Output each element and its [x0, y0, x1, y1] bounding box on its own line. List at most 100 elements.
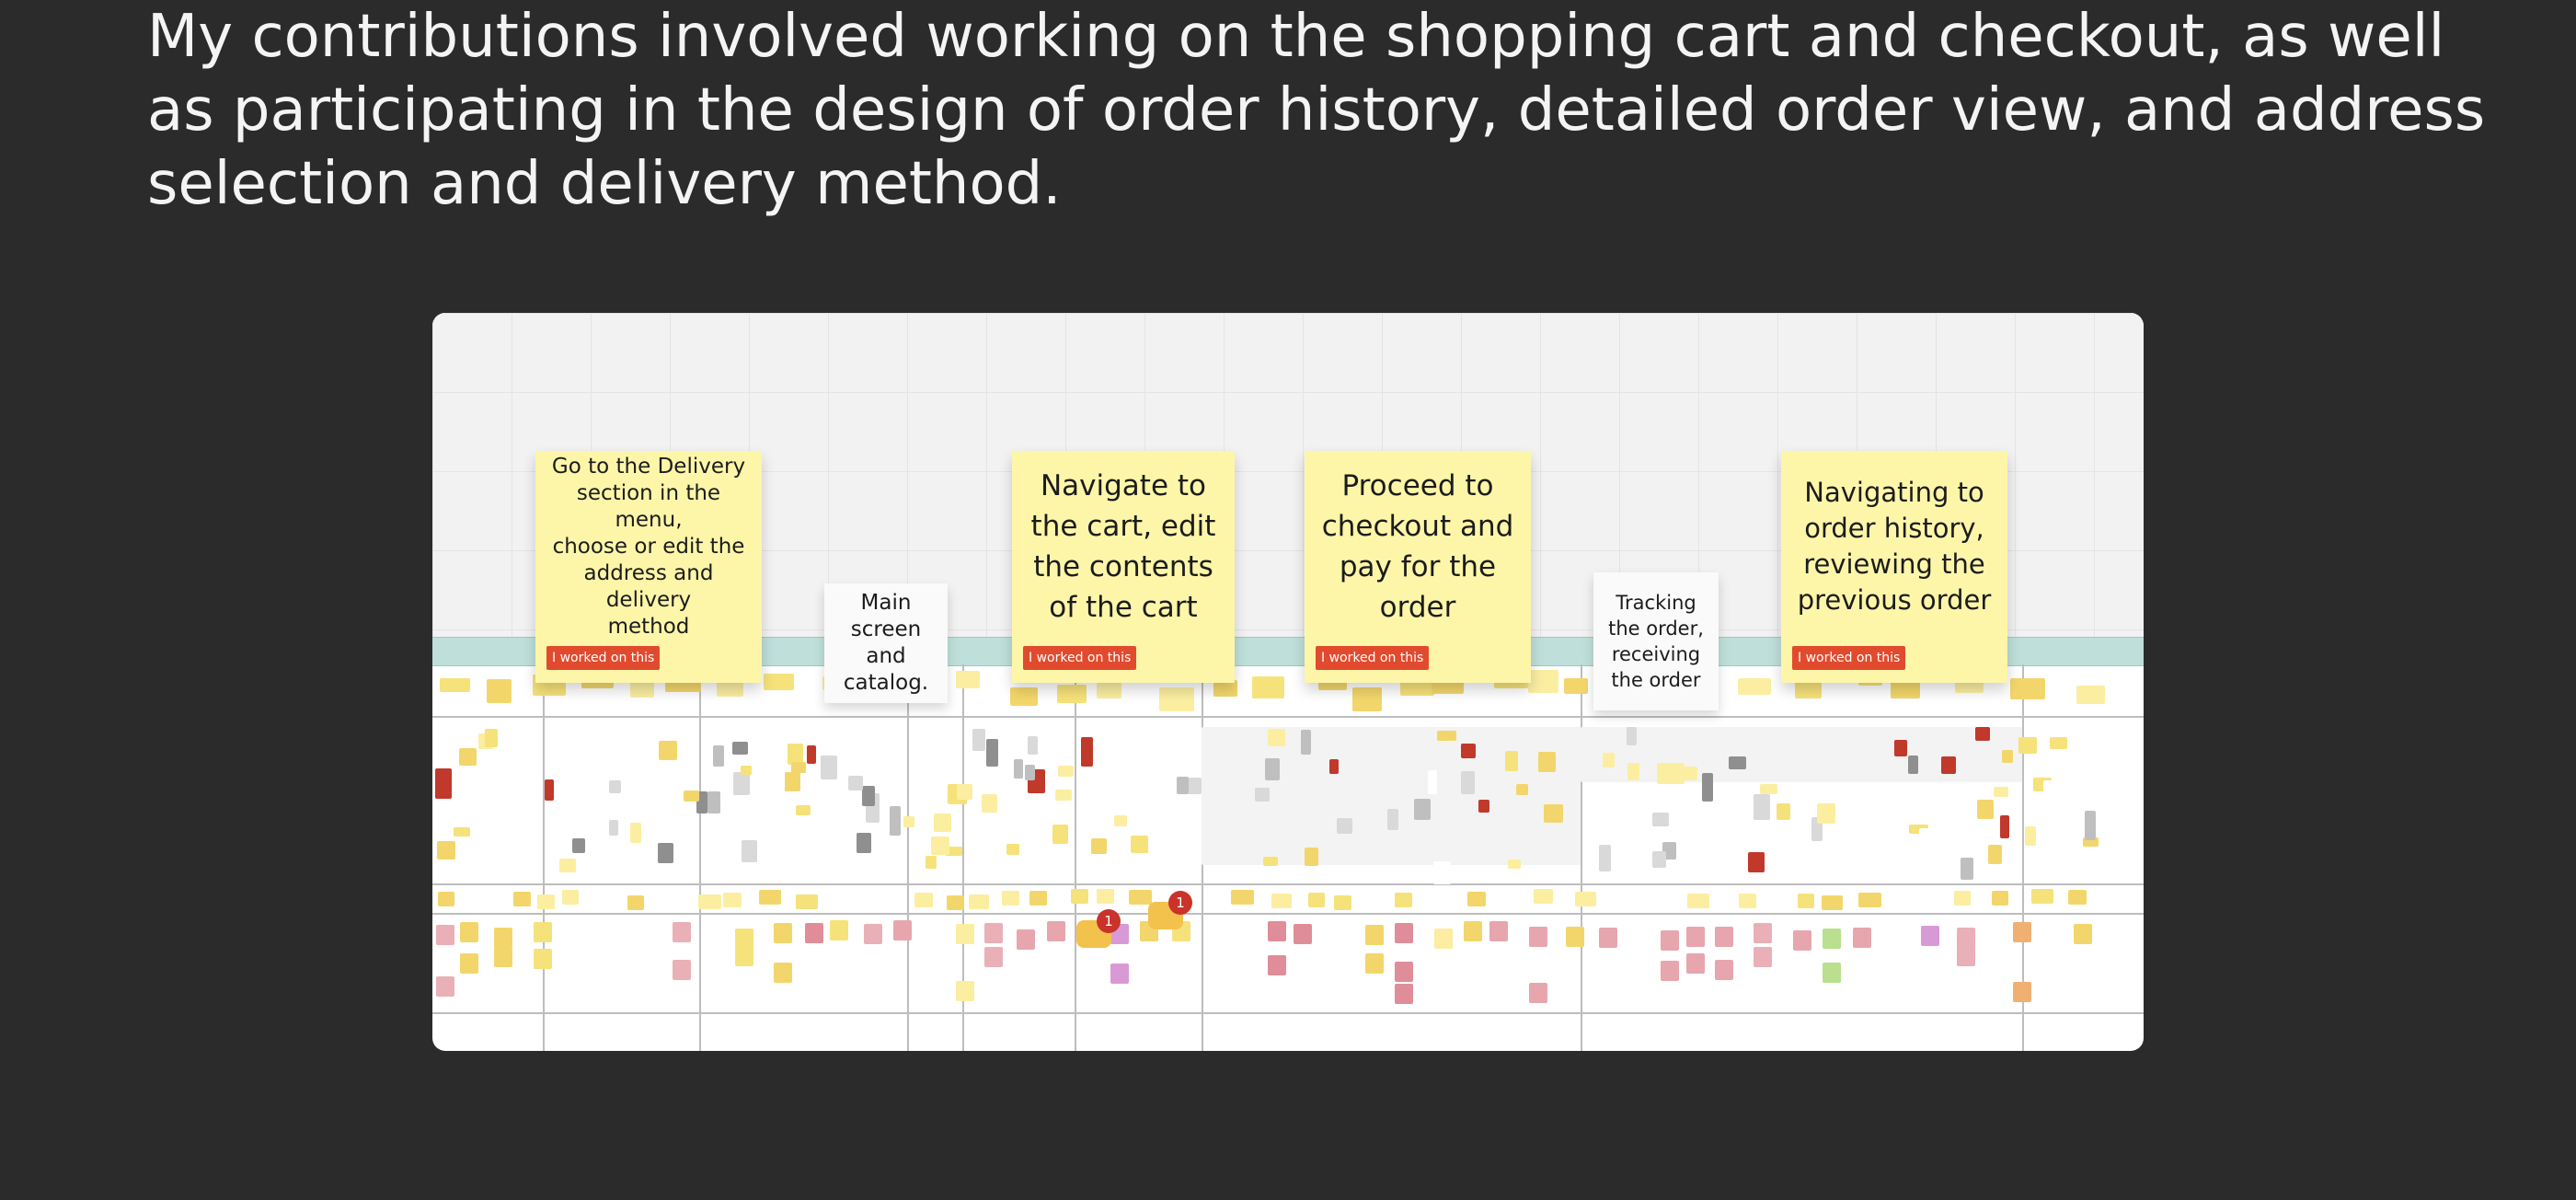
mini-sticky: [1687, 894, 1709, 908]
mini-sticky: [1977, 800, 1994, 819]
mini-sticky: [2018, 737, 2037, 754]
mini-sticky: [735, 929, 753, 949]
worked-on-badge: I worked on this: [1792, 646, 1906, 670]
mini-sticky: [2076, 686, 2105, 704]
comment-bubble-icon[interactable]: 1: [1148, 891, 1192, 929]
screen-thumbnail: [1919, 828, 1936, 854]
sticky-note-delivery: Go to the Delivery section in the menu, …: [535, 451, 762, 683]
sticky-note-text: Go to the Delivery section in the menu, …: [551, 454, 746, 639]
mini-sticky: [559, 859, 576, 872]
mini-sticky: [673, 960, 691, 980]
sticky-note-text: Proceed to checkout and pay for the orde…: [1321, 469, 1514, 624]
mini-sticky: [1071, 889, 1088, 904]
swimlane-divider: [432, 883, 2144, 885]
screen-thumbnail: [1748, 852, 1765, 872]
mini-sticky: [903, 816, 914, 827]
screen-thumbnail: [890, 806, 901, 836]
comment-count: 1: [1168, 891, 1192, 915]
mini-sticky: [1544, 804, 1563, 823]
mini-sticky: [1271, 894, 1292, 908]
mini-sticky: [440, 678, 470, 692]
mini-sticky: [537, 894, 555, 909]
mini-sticky: [2013, 982, 2031, 1002]
mini-sticky: [1682, 767, 1697, 780]
mini-sticky: [1334, 895, 1351, 910]
mini-sticky: [1575, 892, 1596, 906]
screen-thumbnail: [1894, 740, 1907, 756]
screen-thumbnail: [696, 791, 707, 813]
mini-sticky: [1994, 787, 2008, 797]
screen-thumbnail: [848, 776, 863, 790]
mini-sticky: [1058, 766, 1074, 777]
mini-sticky: [438, 892, 454, 906]
mini-sticky: [1464, 921, 1482, 941]
mini-sticky: [945, 847, 962, 856]
mini-sticky: [2031, 889, 2053, 904]
mini-sticky: [1131, 836, 1148, 853]
mini-sticky: [2083, 837, 2099, 847]
screen-thumbnail: [707, 791, 720, 813]
mini-sticky: [436, 925, 454, 945]
screen-thumbnail: [732, 742, 748, 755]
mini-sticky: [2025, 826, 2036, 846]
mini-sticky: [1268, 729, 1285, 746]
screen-thumbnail: [1941, 756, 1956, 774]
mini-sticky: [1055, 790, 1072, 801]
screen-thumbnail: [1478, 800, 1489, 813]
screen-thumbnail: [857, 833, 871, 853]
mini-sticky: [723, 893, 742, 907]
mini-sticky: [2010, 678, 2045, 699]
mini-sticky: [982, 794, 997, 813]
mini-sticky: [1603, 753, 1615, 767]
screen-thumbnail: [1177, 777, 1189, 794]
screen-thumbnail: [1627, 727, 1637, 745]
mini-sticky: [956, 924, 974, 944]
mini-sticky: [1097, 889, 1114, 904]
screen-thumbnail: [1008, 779, 1020, 808]
mini-sticky: [1627, 763, 1639, 780]
mini-sticky: [785, 772, 800, 791]
screen-thumbnail: [658, 843, 673, 863]
screen-thumbnail: [1652, 851, 1666, 868]
mini-sticky: [1715, 927, 1733, 947]
mini-sticky: [1858, 893, 1881, 907]
screen-thumbnail: [545, 779, 554, 801]
screen-thumbnail: [807, 745, 816, 764]
screen-thumbnail: [1255, 788, 1270, 802]
mini-sticky: [1114, 815, 1127, 826]
screen-thumbnail: [821, 756, 837, 779]
mini-sticky: [494, 928, 512, 948]
mini-sticky: [1661, 930, 1679, 951]
mini-sticky: [1957, 946, 1975, 966]
mini-sticky: [1992, 891, 2008, 906]
mini-sticky: [437, 841, 455, 860]
mini-sticky: [956, 981, 974, 1001]
swimlane-divider: [432, 716, 2144, 718]
mini-sticky: [947, 895, 964, 910]
mini-sticky: [864, 924, 882, 944]
mini-sticky: [1529, 927, 1547, 947]
screen-thumbnail: [1265, 758, 1280, 780]
screen-thumbnail: [862, 786, 875, 806]
mini-sticky: [460, 953, 478, 974]
mini-sticky: [926, 856, 937, 869]
screen-thumbnail: [1025, 765, 1035, 780]
screen-thumbnail: [1014, 759, 1023, 779]
mini-sticky: [931, 837, 949, 855]
mini-sticky: [1308, 893, 1325, 907]
mini-sticky: [1760, 784, 1777, 794]
mini-sticky: [796, 805, 811, 815]
mini-sticky: [1817, 803, 1835, 824]
mini-sticky: [1564, 678, 1588, 694]
mini-sticky: [1823, 963, 1841, 983]
mini-sticky: [1505, 751, 1518, 771]
mini-sticky: [805, 923, 823, 943]
mini-sticky: [485, 729, 498, 747]
mini-sticky: [627, 895, 644, 910]
mini-sticky: [1052, 825, 1068, 844]
mini-sticky: [956, 671, 980, 688]
screen-thumbnail: [1975, 727, 1990, 741]
comment-bubble-icon[interactable]: 1: [1076, 909, 1121, 948]
mini-sticky: [1566, 927, 1584, 947]
mini-sticky: [1739, 894, 1756, 908]
